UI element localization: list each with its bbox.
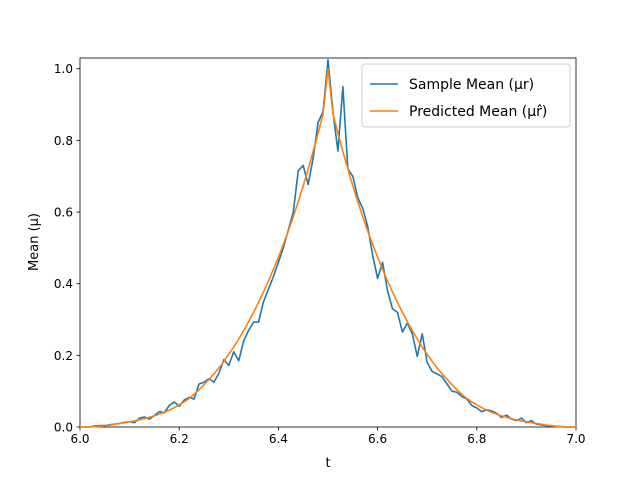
x-tick-label: 6.0	[70, 432, 89, 446]
legend-label-0: Sample Mean (μr)	[409, 77, 534, 93]
plot-frame	[79, 57, 577, 428]
y-tick-label: 0.8	[54, 134, 73, 148]
y-axis-label: Mean (μ)	[27, 213, 42, 271]
legend-label-1: Predicted Mean (μr̂)	[409, 104, 547, 120]
y-tick-label: 0.6	[54, 206, 73, 220]
series-layer	[80, 58, 576, 428]
x-axis-label: t	[325, 456, 330, 471]
x-tick-label: 6.6	[368, 432, 387, 446]
series-line-1	[80, 67, 576, 428]
legend-box	[361, 63, 571, 128]
x-tick-label: 6.2	[170, 432, 189, 446]
legend: Sample Mean (μr) Predicted Mean (μr̂)	[361, 63, 571, 128]
y-tick-label: 0.4	[54, 277, 73, 291]
y-tick-label: 1.0	[54, 62, 73, 76]
x-tick-label: 6.4	[269, 432, 288, 446]
axes: 6.0 6.2 6.4 6.6 6.8 7.0 0.0 0.2 0.4 0.6 0.8 1.0	[54, 57, 586, 446]
y-tick-label: 0.0	[54, 421, 73, 435]
x-tick-label: 7.0	[566, 432, 585, 446]
y-tick-label: 0.2	[54, 349, 73, 363]
x-tick-label: 6.8	[467, 432, 486, 446]
